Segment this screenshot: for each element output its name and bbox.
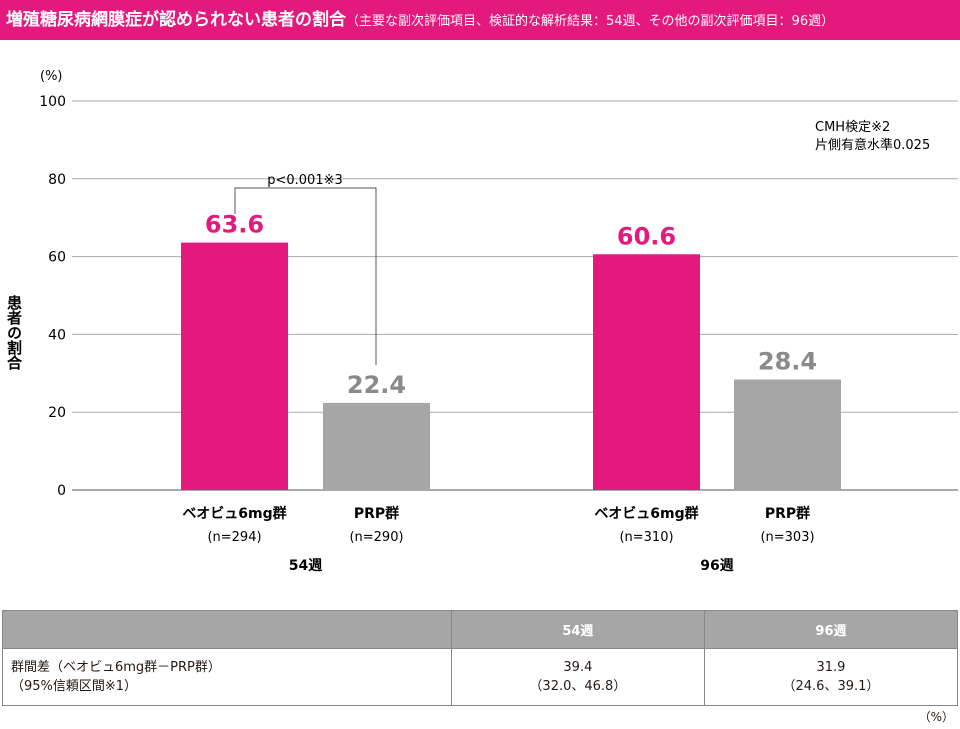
bar-n-label: (n=310)	[619, 530, 673, 545]
bar-category-label: PRP群	[765, 505, 810, 522]
bar	[593, 254, 700, 490]
test-note: CMH検定※2	[815, 120, 890, 135]
y-unit: (%)	[40, 69, 63, 84]
title-sub: （主要な副次評価項目、検証的な解析結果：54週、その他の副次評価項目：96週）	[346, 14, 835, 29]
bar-value-label: 28.4	[758, 348, 817, 376]
row-label-ci: （95%信頼区間※1）	[11, 679, 138, 694]
row-label: 群間差（ベオビュ6mg群－PRP群）	[11, 660, 221, 675]
y-tick-label: 20	[48, 405, 66, 421]
difference-table: 54週 96週 群間差（ベオビュ6mg群－PRP群） （95%信頼区間※1） 39.…	[2, 610, 959, 706]
y-tick-label: 100	[39, 94, 66, 110]
bar	[181, 242, 288, 490]
test-note: 片側有意水準0.025	[815, 137, 930, 153]
y-tick-label: 60	[48, 250, 66, 266]
chart-title: 増殖糖尿病網膜症が認められない患者の割合（主要な副次評価項目、検証的な解析結果：…	[0, 0, 960, 40]
table-row: 群間差（ベオビュ6mg群－PRP群） （95%信頼区間※1） 39.4 （32.0、…	[2, 648, 959, 706]
bar-category-label: ベオビュ6mg群	[182, 505, 286, 522]
bar-category-label: PRP群	[354, 505, 399, 522]
table-header-blank	[2, 610, 452, 649]
table-header-54: 54週	[450, 610, 705, 649]
bar-n-label: (n=294)	[207, 530, 261, 545]
bar	[734, 379, 841, 490]
diff-96: 31.9	[816, 660, 846, 675]
ci-54: （32.0、46.8）	[529, 679, 627, 694]
bar-value-label: 60.6	[617, 222, 676, 250]
y-tick-label: 80	[48, 172, 66, 188]
group-label: 54週	[289, 558, 322, 574]
group-label: 96週	[700, 558, 733, 574]
y-tick-label: 0	[57, 483, 66, 499]
diff-54: 39.4	[563, 660, 593, 675]
bar-chart: 0 20 40 60 80 100 (%) 患者の割合 63.6 ベオビュ6mg群 (n=294) 2…	[5, 69, 958, 574]
bar-value-label: 63.6	[205, 211, 264, 239]
bar-n-label: (n=290)	[349, 530, 403, 545]
ci-96: （24.6、39.1）	[782, 679, 880, 694]
bar-value-label: 22.4	[347, 371, 406, 399]
bar-category-label: ベオビュ6mg群	[594, 505, 698, 522]
y-tick-label: 40	[48, 327, 66, 343]
bar	[323, 402, 430, 490]
y-axis-label: 患者の割合	[5, 294, 23, 371]
table-header-96: 96週	[703, 610, 959, 649]
significance-bracket	[234, 187, 377, 365]
p-value-annotation: p<0.001※3	[267, 173, 343, 188]
title-main: 増殖糖尿病網膜症が認められない患者の割合	[6, 10, 346, 30]
bar-n-label: (n=303)	[760, 530, 814, 545]
table-unit: （%）	[918, 710, 954, 724]
